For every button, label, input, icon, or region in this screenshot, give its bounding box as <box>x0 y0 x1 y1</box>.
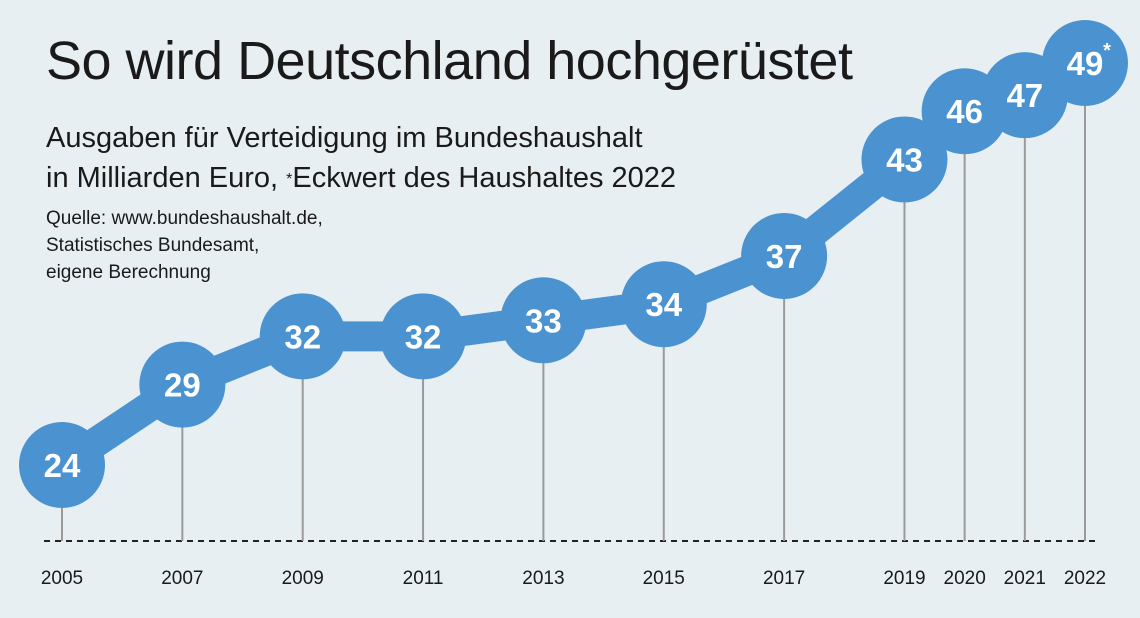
value-label-2013: 33 <box>525 302 562 339</box>
x-tick-2013: 2013 <box>522 568 564 589</box>
value-label-2020: 46 <box>946 93 983 130</box>
source-line3: eigene Berechnung <box>46 262 211 283</box>
value-label-2022: 49 <box>1067 45 1104 82</box>
value-label-2021: 47 <box>1006 77 1043 114</box>
point-2019 <box>861 116 948 203</box>
value-label-2017: 37 <box>766 238 803 275</box>
x-tick-2020: 2020 <box>944 568 986 589</box>
value-label-2019: 43 <box>886 141 923 178</box>
chart-title: So wird Deutschland hochgerüstet <box>46 31 853 91</box>
x-tick-2015: 2015 <box>643 568 685 589</box>
point-2013 <box>500 277 587 364</box>
x-tick-2011: 2011 <box>403 568 444 589</box>
subtitle-star: * <box>286 171 293 188</box>
x-tick-2009: 2009 <box>282 568 324 589</box>
point-2005 <box>19 422 105 508</box>
value-label-2009: 32 <box>284 318 321 355</box>
source-line2: Statistisches Bundesamt, <box>46 235 260 256</box>
value-star-2022: * <box>1103 40 1111 62</box>
x-tick-2005: 2005 <box>41 568 83 589</box>
chart-subtitle: Ausgaben für Verteidigung im Bundeshaush… <box>46 118 676 198</box>
subtitle-line2-post: Eckwert des Haushaltes 2022 <box>292 162 677 194</box>
subtitle-line1: Ausgaben für Verteidigung im Bundeshaush… <box>46 122 643 154</box>
point-2022 <box>1042 20 1128 106</box>
value-label-2007: 29 <box>164 367 201 404</box>
x-tick-2017: 2017 <box>763 568 805 589</box>
value-label-2005: 24 <box>44 447 81 484</box>
x-tick-2021: 2021 <box>1004 568 1046 589</box>
value-label-2015: 34 <box>645 286 682 323</box>
subtitle-line2-pre: in Milliarden Euro, <box>46 162 287 194</box>
point-2011 <box>380 293 467 380</box>
x-tick-2019: 2019 <box>883 568 925 589</box>
value-label-2011: 32 <box>405 318 442 355</box>
x-tick-2022: 2022 <box>1064 568 1106 589</box>
x-tick-2007: 2007 <box>161 568 203 589</box>
point-2007 <box>139 341 226 428</box>
source-line1: Quelle: www.bundeshaushalt.de, <box>46 208 323 229</box>
chart-source: Quelle: www.bundeshaushalt.de, Statistis… <box>46 205 323 286</box>
point-2015 <box>620 261 707 348</box>
point-2009 <box>259 293 346 380</box>
point-2017 <box>741 212 828 299</box>
